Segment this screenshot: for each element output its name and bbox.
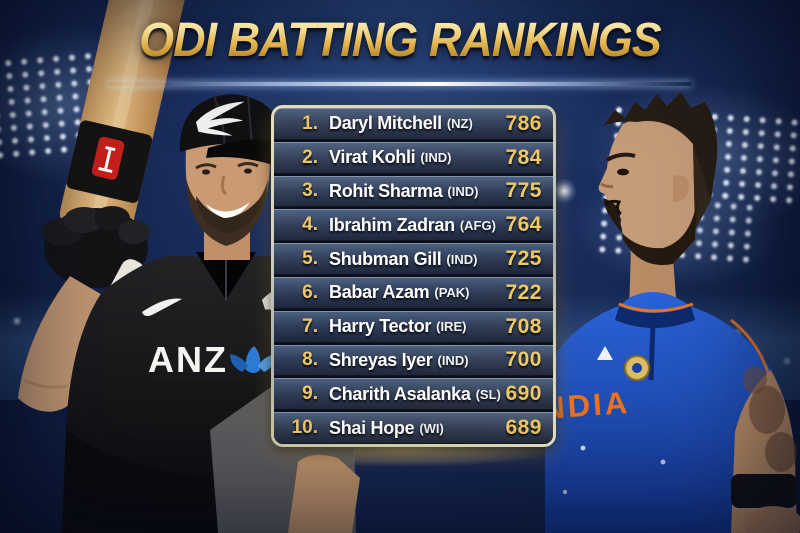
rank-number: 7. [302,315,318,337]
country-code: (WI) [419,420,444,436]
country-code: (SL) [475,386,501,402]
kit-sponsor-icon [597,346,613,360]
player-forearm [288,454,360,533]
rank-number: 4. [302,214,318,236]
ranking-row: 10. Shai Hope (WI) 689 [274,412,553,444]
rating-value: 700 [505,348,542,372]
bcci-crest-icon [624,355,650,381]
ranking-row: 6. Babar Azam (PAK) 722 [274,276,553,311]
black-wristband [731,474,797,508]
ranking-row: 9. Charith Asalanka (SL) 690 [274,378,553,413]
ranking-row: 7. Harry Tector (IRE) 708 [274,310,553,345]
player-name: Charith Asalanka [329,383,471,404]
country-code: (NZ) [446,116,473,132]
player-name: Virat Kohli [329,147,416,168]
bokeh-lights-icon [14,318,20,324]
page-title: ODI BATTING RANKINGS [139,11,662,67]
rankings-rows: 1. Daryl Mitchell (NZ) 786 2. Virat Kohl… [274,108,553,444]
player-name: Shubman Gill [329,248,442,269]
rankings-table: 1. Daryl Mitchell (NZ) 786 2. Virat Kohl… [271,105,556,447]
ranking-row: 1. Daryl Mitchell (NZ) 786 [274,108,553,142]
rank-number: 9. [302,383,318,405]
ranking-row: 5. Shubman Gill (IND) 725 [274,243,553,277]
player-photo-daryl-mitchell: ANZ [18,0,360,533]
country-code: (PAK) [434,285,470,301]
player-name: Shai Hope [329,417,415,438]
rating-value: 722 [505,280,542,304]
anz-sponsor-text: ANZ [148,339,228,380]
ranking-row: 4. Ibrahim Zadran (AFG) 764 [274,209,553,244]
player-name: Rohit Sharma [329,180,443,201]
rating-value: 764 [505,213,542,237]
ranking-row: 2. Virat Kohli (IND) 784 [274,141,553,176]
player-name: Harry Tector [329,316,432,337]
rating-value: 784 [505,145,542,169]
silver-fern-icon [196,101,245,136]
player-name: Daryl Mitchell [329,113,442,134]
nike-swoosh-icon [142,298,182,316]
player-photo-virat-kohli: INDIA [545,92,800,533]
ranking-row: 8. Shreyas Iyer (IND) 700 [274,344,553,379]
country-code: (IND) [447,183,479,199]
title-underline-flare [108,82,692,86]
rating-value: 725 [505,247,542,271]
rank-number: 8. [302,349,318,371]
country-code: (IRE) [436,319,467,335]
country-code: (IND) [420,150,452,166]
rank-number: 1. [302,112,318,134]
rating-value: 708 [505,314,542,338]
anz-lotus-icon [230,346,276,373]
cricket-bat-icon [59,0,192,242]
player-name: Shreyas Iyer [329,349,433,370]
rank-number: 6. [302,281,318,303]
rating-value: 689 [505,416,542,440]
country-code: (IND) [446,251,478,267]
rank-number: 3. [302,180,318,202]
rating-value: 690 [505,382,542,406]
rating-value: 775 [505,179,542,203]
rank-number: 2. [302,146,318,168]
country-code: (AFG) [459,217,496,233]
player-name: Ibrahim Zadran [329,214,455,235]
rank-number: 10. [291,417,318,439]
ranking-row: 3. Rohit Sharma (IND) 775 [274,175,553,210]
rating-value: 786 [505,111,542,135]
rank-number: 5. [302,248,318,270]
india-jersey-text: INDIA [545,385,631,427]
player-name: Babar Azam [329,282,430,303]
country-code: (IND) [437,352,469,368]
